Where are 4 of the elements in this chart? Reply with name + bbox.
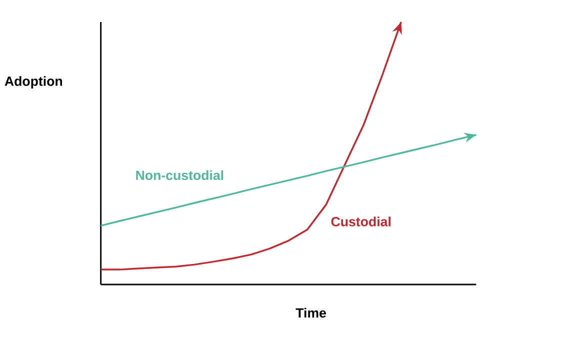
y-axis-title: Adoption [4, 76, 62, 88]
series-label: Non-custodial [136, 170, 224, 180]
x-axis-title: Time [296, 308, 326, 318]
series-label: Custodial [331, 216, 390, 226]
